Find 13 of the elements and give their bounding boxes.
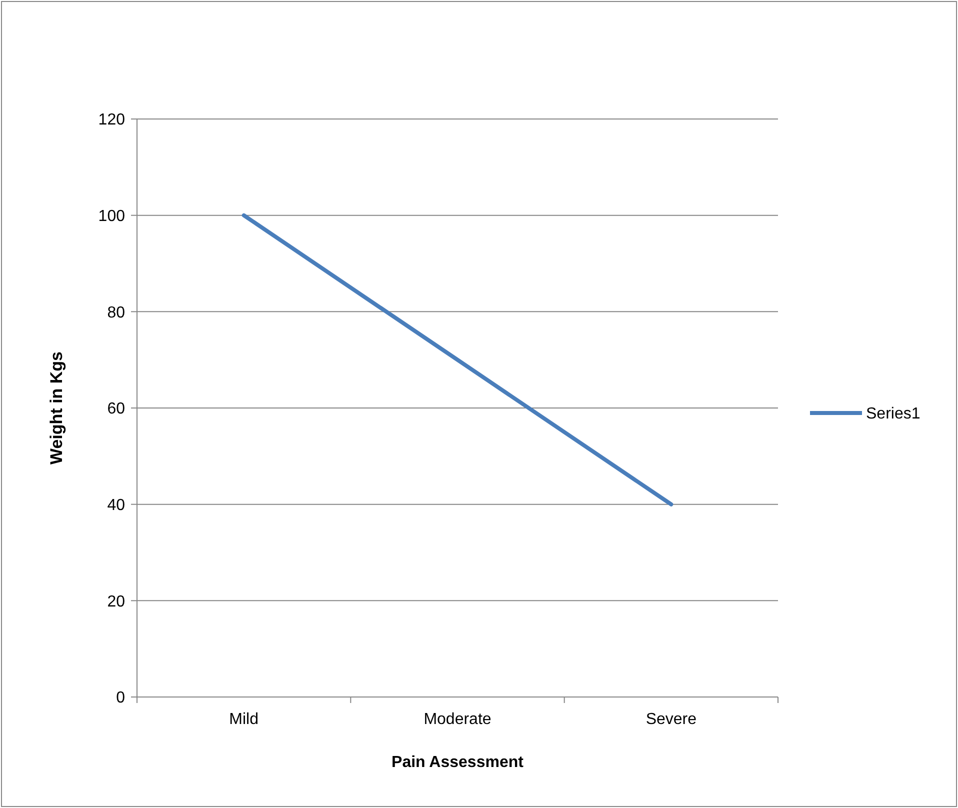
y-tick-label: 60 bbox=[107, 400, 126, 418]
x-tick-label: Moderate bbox=[424, 711, 492, 728]
x-axis-title: Pain Assessment bbox=[392, 754, 524, 771]
y-tick-label: 20 bbox=[107, 593, 126, 610]
y-tick-label: 80 bbox=[107, 304, 126, 322]
x-tick-label: Mild bbox=[229, 711, 259, 728]
y-axis-title: Weight in Kgs bbox=[47, 351, 66, 465]
legend-label: Series1 bbox=[866, 406, 920, 423]
y-tick-label: 120 bbox=[98, 112, 126, 129]
y-tick-label: 40 bbox=[107, 496, 126, 514]
y-tick-label: 100 bbox=[98, 208, 126, 225]
y-tick-label: 0 bbox=[116, 690, 126, 707]
x-tick-label: Severe bbox=[646, 711, 697, 728]
